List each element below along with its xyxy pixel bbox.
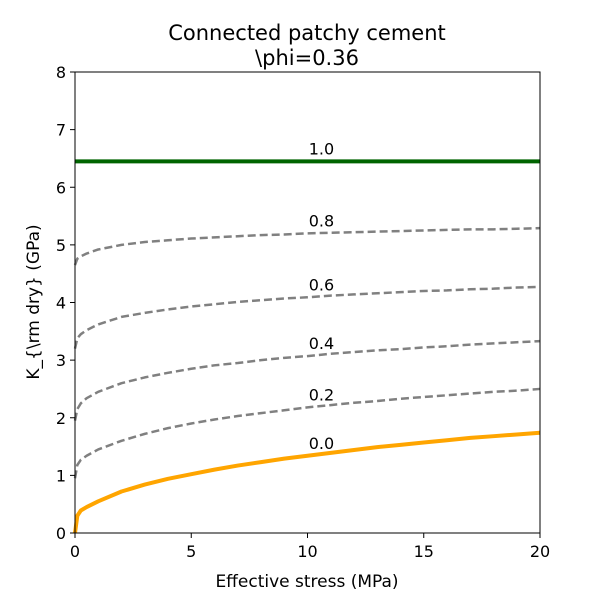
- x-tick-label: 10: [297, 542, 317, 561]
- curve-label-layer: 0.0 0.2 0.4 0.6 0.8 1.0: [309, 139, 334, 452]
- y-tick-label: 7: [56, 121, 66, 140]
- x-tick-label: 20: [530, 542, 550, 561]
- series-line-0.4: [73, 339, 541, 421]
- y-tick-label: 4: [56, 294, 66, 313]
- y-tick-label: 5: [56, 236, 66, 255]
- chart-title: Connected patchy cement: [168, 21, 446, 45]
- y-tick-label: 2: [56, 409, 66, 428]
- y-tick-label: 3: [56, 351, 66, 370]
- y-tick-label: 1: [56, 466, 66, 485]
- y-tick-label: 0: [56, 524, 66, 543]
- series-line-0.8: [73, 226, 541, 266]
- y-axis-label: K_{\rm dry} (GPa): [24, 224, 44, 379]
- chart-subtitle: \phi=0.36: [255, 46, 359, 70]
- series-line-0.0: [73, 430, 541, 534]
- y-tick-label: 6: [56, 178, 66, 197]
- x-tick-label: 0: [70, 542, 80, 561]
- series-label-0.8: 0.8: [309, 211, 334, 230]
- x-tick-label: 5: [186, 542, 196, 561]
- series-layer: [73, 159, 541, 534]
- series-label-1.0: 1.0: [309, 139, 334, 158]
- x-axis: 0 5 10 15 20: [70, 533, 550, 561]
- x-tick-label: 15: [414, 542, 434, 561]
- series-label-0.2: 0.2: [309, 385, 334, 404]
- y-tick-label: 8: [56, 63, 66, 82]
- series-label-0.0: 0.0: [309, 434, 334, 453]
- series-line-0.6: [73, 285, 541, 349]
- series-label-0.4: 0.4: [309, 334, 334, 353]
- series-line-0.2: [73, 387, 541, 479]
- series-label-0.6: 0.6: [309, 275, 334, 294]
- y-axis: 0 1 2 3 4 5 6 7 8: [56, 63, 75, 543]
- x-axis-label: Effective stress (MPa): [215, 572, 398, 592]
